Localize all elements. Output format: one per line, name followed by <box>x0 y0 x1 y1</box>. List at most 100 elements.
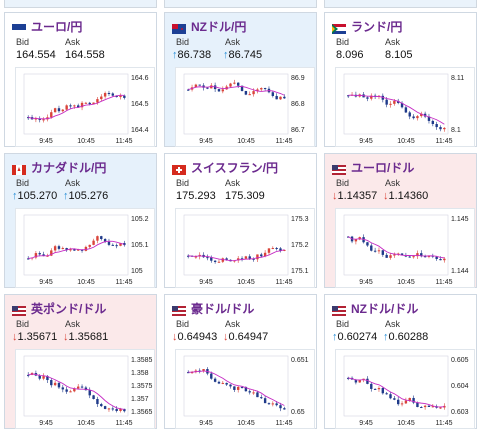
candle <box>77 249 80 251</box>
y-tick-label: 86.7 <box>291 127 305 134</box>
candle <box>385 99 388 105</box>
rate-card[interactable]: 英ポンド/ドル Bid Ask ↓1.35671 ↓1.35681 1.3585 1.358… <box>4 294 157 429</box>
y-tick-label: 105 <box>131 268 143 275</box>
moving-average-line <box>28 373 125 411</box>
candle <box>111 93 115 96</box>
bid-label: Bid <box>176 319 190 329</box>
candle <box>404 400 408 404</box>
x-tick-label: 10:45 <box>397 420 415 427</box>
price-chart[interactable]: 86.9 86.8 86.7 9:45 10:45 11:45 <box>175 67 315 147</box>
candle <box>53 382 57 386</box>
x-tick-label: 11:45 <box>116 279 133 286</box>
price-chart[interactable]: 175.3 175.2 175.1 9:45 10:45 11:45 <box>175 208 315 288</box>
candle <box>439 127 442 130</box>
candle <box>187 255 190 257</box>
rate-card[interactable]: ユーロ/ドル Bid Ask ↓1.14357 ↓1.14360 1.145 1.144 9:… <box>324 153 477 288</box>
ask-label: Ask <box>225 178 241 188</box>
candle <box>283 96 286 99</box>
candle <box>431 120 435 125</box>
candle <box>42 376 45 379</box>
currency-pair-link[interactable]: ランド/円 <box>351 20 403 34</box>
candle <box>381 250 385 255</box>
y-tick-label: 8.1 <box>451 127 461 134</box>
rate-card[interactable]: カナダドル/円 Bid Ask ↑105.270 ↑105.276 105.2 105.1 1… <box>4 153 157 288</box>
candle <box>38 253 41 255</box>
country-flag-icon <box>172 303 186 316</box>
candle <box>370 95 373 99</box>
candle <box>107 92 111 94</box>
candle <box>408 397 411 401</box>
bid-label: Bid <box>336 319 350 329</box>
candle <box>370 383 373 389</box>
price-chart[interactable]: 1.145 1.144 9:45 10:45 11:45 <box>335 208 475 288</box>
x-tick-label: 10:45 <box>77 279 95 286</box>
currency-pair-link[interactable]: スイスフラン/円 <box>191 161 278 175</box>
candle <box>69 391 72 393</box>
candle <box>431 406 435 408</box>
price-chart[interactable]: 0.605 0.604 0.603 9:45 10:45 11:45 <box>335 349 475 429</box>
candle <box>389 394 392 399</box>
arrow-up-icon: ↑ <box>12 190 18 202</box>
candlestick-chart: 1.145 1.144 9:45 10:45 11:45 <box>343 214 469 286</box>
price-chart[interactable]: 105.2 105.1 105 9:45 10:45 11:45 <box>15 208 155 288</box>
price-chart[interactable]: 1.3585 1.358 1.3575 1.357 1.3565 9:45 10:45 11:… <box>15 349 155 429</box>
currency-pair-link[interactable]: NZドル/ドル <box>351 302 419 316</box>
currency-pair-link[interactable]: カナダドル/円 <box>31 161 107 175</box>
candle <box>34 118 38 120</box>
y-tick-label: 0.604 <box>451 383 469 390</box>
x-tick-label: 11:45 <box>436 279 453 286</box>
candle <box>229 83 232 87</box>
currency-pair-link[interactable]: ユーロ/ドル <box>351 161 415 175</box>
country-flag-icon <box>12 303 26 316</box>
moving-average-line <box>28 240 125 259</box>
bid-value: ↑86.738 <box>172 49 212 61</box>
candle <box>73 105 76 107</box>
candle <box>38 118 41 121</box>
candle <box>233 386 236 390</box>
y-tick-label: 1.3585 <box>131 357 153 364</box>
candle <box>107 408 111 410</box>
rate-card[interactable]: スイスフラン/円 Bid Ask 175.293 175.309 175.3 175.2 17… <box>164 153 317 288</box>
candle <box>347 377 350 379</box>
arrow-up-icon: ↑ <box>332 331 338 343</box>
candle <box>217 381 221 384</box>
x-tick-label: 9:45 <box>359 138 373 145</box>
rate-card[interactable]: ユーロ/円 Bid Ask 164.554 164.558 164.6 164.5 164.4… <box>4 12 157 147</box>
ask-label: Ask <box>385 178 401 188</box>
candle <box>73 388 76 392</box>
ask-label: Ask <box>225 319 241 329</box>
rate-card[interactable]: NZドル/ドル Bid Ask ↑0.60274 ↑0.60288 0.605 0.604 0… <box>324 294 477 429</box>
rate-card[interactable]: 豪ドル/ドル Bid Ask ↓0.64943 ↓0.64947 0.651 0.65 9:4… <box>164 294 317 429</box>
currency-pair-link[interactable]: ユーロ/円 <box>31 20 83 34</box>
candle <box>423 405 427 408</box>
candle <box>389 103 392 105</box>
candle <box>42 119 45 121</box>
price-chart[interactable]: 8.11 8.1 9:45 10:45 11:45 <box>335 67 475 147</box>
candle <box>115 95 118 98</box>
rate-card[interactable]: NZドル/円 Bid Ask ↑86.738 ↑86.745 86.9 86.8 86.7 9:… <box>164 12 317 147</box>
candle <box>408 112 411 117</box>
candle <box>92 395 95 399</box>
candle <box>221 89 225 92</box>
currency-pair-link[interactable]: 英ポンド/ドル <box>31 302 107 316</box>
candle <box>229 384 232 387</box>
price-chart[interactable]: 0.651 0.65 9:45 10:45 11:45 <box>175 349 315 429</box>
candle <box>38 375 41 379</box>
candle <box>443 258 446 261</box>
ask-value: ↑105.276 <box>63 190 109 202</box>
currency-pair-link[interactable]: 豪ドル/ドル <box>191 302 255 316</box>
price-chart[interactable]: 164.6 164.5 164.4 9:45 10:45 11:45 <box>15 67 155 147</box>
y-tick-label: 164.4 <box>131 127 149 134</box>
candle <box>61 248 65 250</box>
candle <box>77 386 80 389</box>
candle <box>373 250 377 252</box>
candle <box>412 256 415 258</box>
bid-label: Bid <box>16 178 30 188</box>
candle <box>77 105 80 108</box>
rate-card[interactable]: ランド/円 Bid Ask 8.096 8.105 8.11 8.1 9:45 10:45 11:… <box>324 12 477 147</box>
candlestick-chart: 105.2 105.1 105 9:45 10:45 11:45 <box>23 214 149 286</box>
candle <box>271 92 275 96</box>
arrow-down-icon: ↓ <box>383 190 389 202</box>
currency-pair-link[interactable]: NZドル/円 <box>191 20 247 34</box>
bid-value: 164.554 <box>16 49 56 61</box>
